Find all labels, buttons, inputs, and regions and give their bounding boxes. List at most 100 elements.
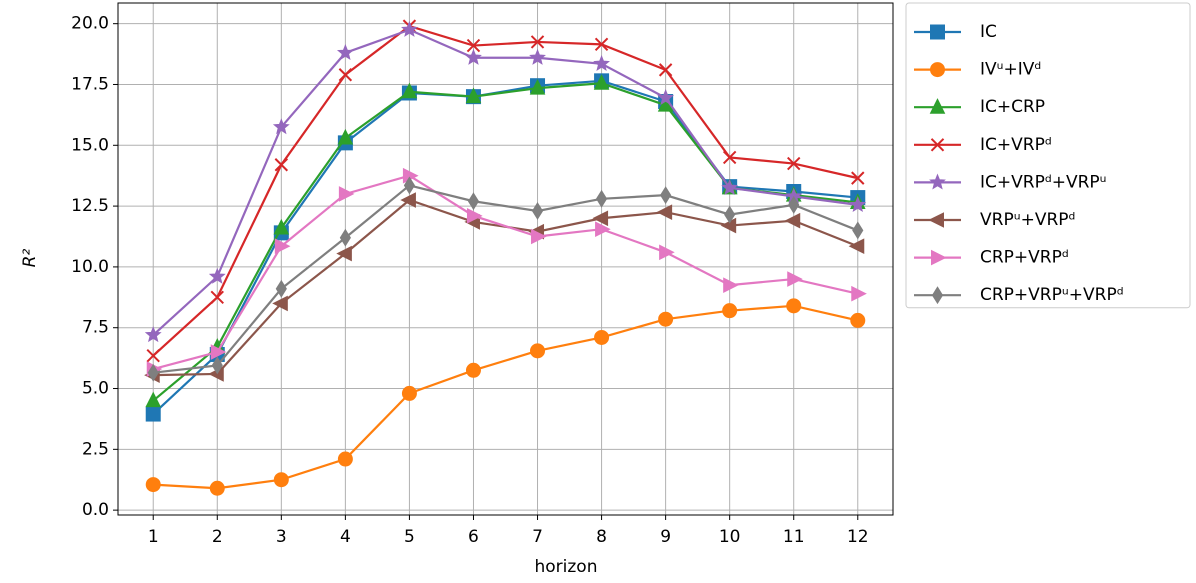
legend-marker	[930, 62, 945, 78]
data-point	[851, 171, 865, 185]
data-point	[400, 192, 416, 208]
series-line	[152, 28, 858, 336]
data-point	[722, 150, 737, 165]
legend-box	[905, 2, 1191, 309]
data-point	[723, 277, 739, 293]
legend-label: CRP+VRPᵘ+VRPᵈ	[980, 285, 1124, 305]
data-point	[592, 210, 609, 227]
data-point	[145, 406, 161, 422]
data-point	[593, 54, 610, 71]
x-tick-label: 6	[468, 527, 479, 547]
data-point	[657, 89, 675, 106]
y-tick-label: 17.5	[71, 74, 109, 94]
legend-marker	[928, 212, 944, 228]
legend-label: VRPᵘ+VRPᵈ	[980, 210, 1075, 230]
series-line	[153, 184, 859, 374]
data-point	[660, 186, 672, 205]
y-tick-label: 5.0	[82, 379, 109, 399]
data-point	[274, 158, 289, 172]
data-point	[659, 244, 675, 261]
legend-label: CRP+VRPᵈ	[980, 248, 1069, 268]
data-point	[784, 212, 801, 229]
data-point	[210, 290, 224, 305]
data-point	[208, 267, 226, 284]
x-tick-label: 3	[276, 527, 287, 547]
data-point	[595, 221, 611, 238]
data-point	[145, 391, 162, 408]
data-point	[336, 44, 354, 61]
data-point	[272, 295, 288, 312]
y-tick-label: 2.5	[82, 439, 109, 459]
x-tick-label: 8	[596, 527, 607, 547]
data-point	[275, 279, 287, 298]
data-point	[466, 38, 481, 53]
data-point	[401, 20, 418, 37]
x-tick-label: 12	[847, 527, 869, 547]
series-line	[152, 174, 859, 371]
data-point	[850, 312, 866, 328]
data-point	[656, 204, 673, 220]
plot-frame	[117, 2, 894, 516]
data-point	[401, 385, 417, 401]
data-point	[594, 329, 610, 345]
legend-marker	[931, 286, 944, 305]
data-point	[211, 356, 223, 375]
series-line	[152, 24, 859, 357]
x-axis-label: horizon	[535, 557, 598, 577]
legend-label: IC+VRPᵈ	[980, 135, 1052, 155]
y-tick-label: 7.5	[82, 318, 109, 338]
y-axis-label: R²	[20, 249, 40, 268]
data-point	[337, 451, 353, 467]
data-point	[787, 156, 801, 171]
legend-label: IC	[980, 22, 997, 42]
data-point	[467, 192, 480, 211]
data-point	[788, 195, 800, 214]
data-point	[339, 228, 351, 247]
y-tick-label: 10.0	[71, 257, 109, 277]
data-point	[531, 202, 544, 220]
data-point	[720, 217, 737, 234]
legend-label: IC+CRP	[980, 97, 1045, 117]
data-point	[658, 311, 674, 327]
legend-marker	[930, 24, 945, 40]
data-point	[721, 179, 739, 196]
data-point	[595, 189, 608, 208]
data-point	[658, 63, 673, 77]
x-tick-label: 9	[660, 527, 671, 547]
data-point	[849, 196, 867, 213]
series-line	[153, 304, 859, 490]
y-tick-label: 20.0	[71, 14, 109, 34]
x-tick-label: 10	[719, 527, 741, 547]
data-point	[852, 221, 864, 240]
data-point	[465, 87, 482, 104]
data-point	[337, 128, 354, 145]
x-tick-label: 11	[783, 527, 805, 547]
data-point	[529, 79, 546, 95]
x-tick-label: 1	[148, 527, 159, 547]
x-tick-label: 4	[340, 527, 351, 547]
data-point	[722, 303, 738, 319]
data-point	[272, 118, 290, 135]
series-line	[152, 79, 858, 415]
data-point	[465, 362, 481, 378]
data-point	[531, 228, 547, 245]
data-point	[530, 35, 545, 49]
data-point	[848, 238, 865, 255]
data-point	[273, 218, 290, 235]
data-point	[851, 285, 867, 302]
data-point	[593, 74, 610, 90]
data-point	[787, 271, 803, 287]
data-point	[210, 344, 227, 360]
data-point	[144, 326, 162, 343]
data-point	[403, 176, 416, 195]
data-point	[147, 363, 159, 382]
data-point	[530, 343, 546, 359]
y-tick-label: 15.0	[71, 135, 109, 155]
data-point	[466, 208, 483, 224]
x-tick-label: 2	[212, 527, 223, 547]
y-tick-label: 12.5	[71, 196, 109, 216]
x-tick-label: 7	[532, 527, 543, 547]
data-point	[209, 480, 225, 496]
legend-marker	[929, 173, 946, 190]
